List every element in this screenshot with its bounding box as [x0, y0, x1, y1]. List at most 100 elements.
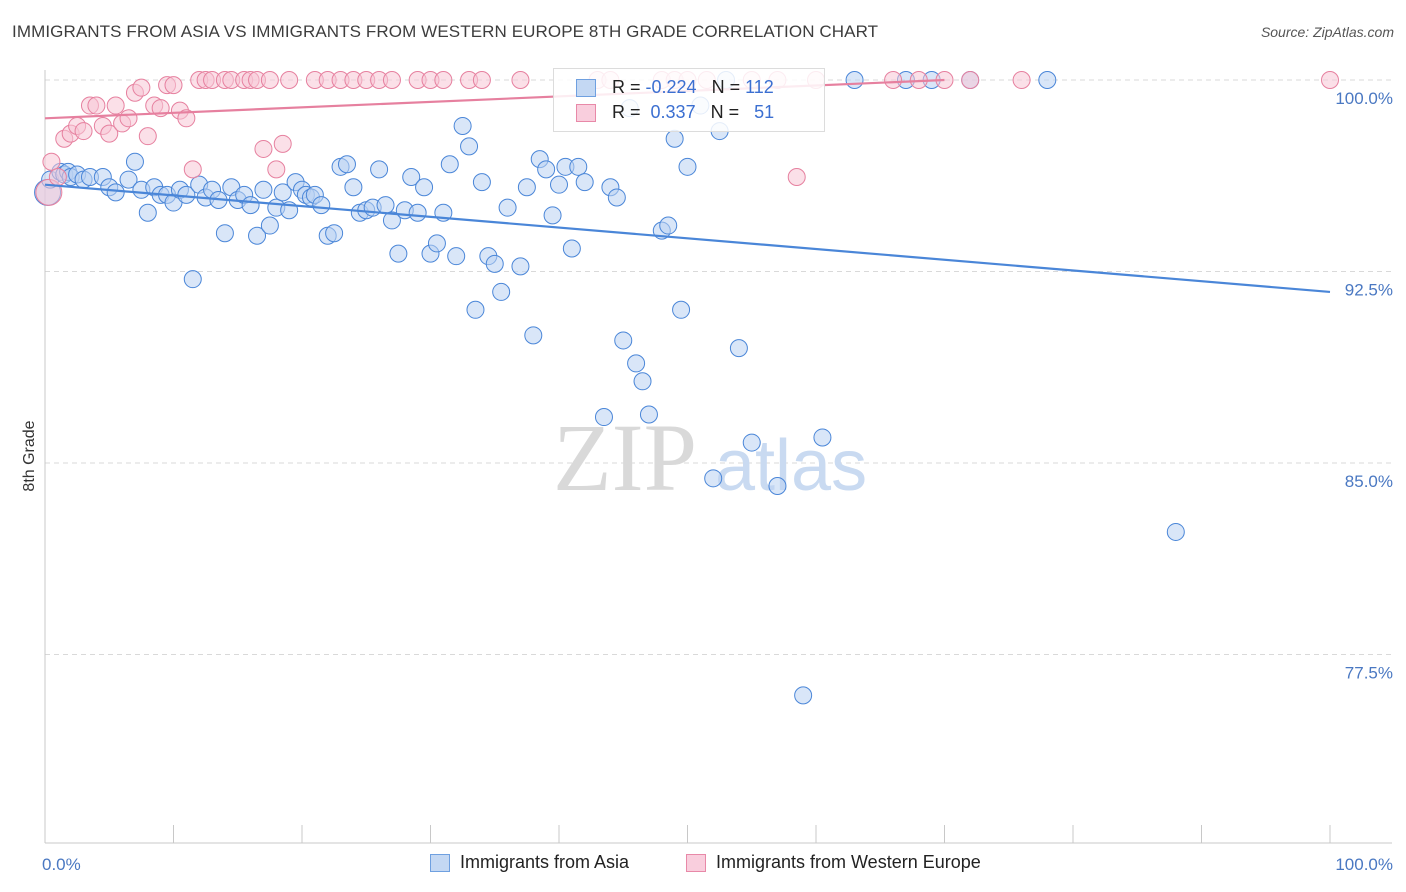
- y-tick-label: 100.0%: [1335, 89, 1393, 108]
- point-western-europe: [382, 71, 401, 89]
- grid-layer: [45, 79, 1392, 655]
- point-asia: [138, 203, 157, 222]
- x-tick-label-max: 100.0%: [1335, 855, 1393, 874]
- y-axis-title: 8th Grade: [21, 420, 38, 491]
- point-western-europe: [254, 139, 273, 158]
- bottom-legend: Immigrants from Asia Immigrants from Wes…: [0, 852, 1406, 878]
- point-western-europe: [177, 109, 196, 128]
- point-asia: [119, 170, 138, 189]
- point-asia: [427, 234, 446, 253]
- point-asia: [466, 300, 485, 319]
- point-asia: [729, 339, 748, 358]
- point-asia: [659, 216, 678, 235]
- point-western-europe: [138, 127, 157, 146]
- point-asia: [492, 282, 511, 301]
- point-asia: [562, 239, 581, 258]
- point-western-europe: [42, 152, 61, 171]
- label-layer: 100.0% 92.5% 85.0% 77.5% 0.0% 100.0% 8th Grade: [21, 89, 1393, 874]
- x-tick-label-min: 0.0%: [42, 855, 81, 874]
- point-asia: [1038, 71, 1057, 89]
- stats-n-label: N =: [711, 77, 741, 97]
- stats-n-value-europe: 51: [754, 102, 775, 122]
- point-asia: [447, 247, 466, 266]
- point-western-europe: [511, 71, 530, 89]
- point-asia: [672, 300, 691, 319]
- point-western-europe: [961, 71, 980, 89]
- point-western-europe: [74, 122, 93, 141]
- point-asia: [485, 254, 504, 273]
- point-western-europe: [787, 168, 806, 187]
- point-asia: [382, 211, 401, 230]
- point-asia: [337, 155, 356, 174]
- stats-legend-swatch-asia: [576, 79, 596, 97]
- point-asia: [325, 224, 344, 243]
- point-asia: [408, 203, 427, 222]
- point-asia: [472, 173, 491, 192]
- point-asia: [215, 224, 234, 243]
- point-western-europe: [884, 71, 903, 89]
- stats-r-label: R =: [612, 102, 641, 122]
- point-western-europe: [119, 109, 138, 128]
- point-asia: [241, 196, 260, 215]
- point-asia: [794, 686, 813, 705]
- point-asia: [440, 155, 459, 174]
- point-asia: [633, 372, 652, 391]
- point-asia: [389, 244, 408, 263]
- point-asia: [537, 160, 556, 179]
- point-asia: [678, 157, 697, 176]
- point-asia: [415, 178, 434, 197]
- legend-swatch-europe: [686, 854, 706, 872]
- point-western-europe: [1321, 71, 1339, 89]
- point-asia: [813, 428, 832, 447]
- point-western-europe: [267, 160, 286, 179]
- point-asia: [1166, 522, 1185, 541]
- point-asia: [125, 152, 144, 171]
- point-western-europe: [280, 71, 299, 89]
- trend-line-asia: [44, 183, 1331, 294]
- point-asia: [376, 196, 395, 215]
- point-western-europe: [434, 71, 453, 89]
- point-asia: [370, 160, 389, 179]
- point-asia: [768, 476, 787, 495]
- legend-label-europe: Immigrants from Western Europe: [716, 852, 981, 872]
- watermark: ZIP atlas: [553, 404, 867, 511]
- point-asia: [273, 183, 292, 202]
- point-western-europe: [132, 78, 151, 97]
- point-asia: [511, 257, 530, 276]
- point-asia: [183, 270, 202, 289]
- point-western-europe: [87, 96, 106, 115]
- point-western-europe: [100, 124, 119, 143]
- stats-r-label: R =: [612, 77, 641, 97]
- point-asia: [402, 168, 421, 187]
- point-asia: [344, 178, 363, 197]
- y-tick-label: 92.5%: [1345, 281, 1393, 300]
- point-western-europe: [273, 134, 292, 153]
- point-asia: [627, 354, 646, 373]
- point-asia: [312, 196, 331, 215]
- point-asia: [106, 183, 125, 202]
- point-asia: [453, 116, 472, 135]
- point-western-europe: [164, 76, 183, 95]
- point-western-europe: [260, 71, 279, 89]
- point-western-europe: [1012, 71, 1031, 89]
- point-asia: [498, 198, 517, 217]
- watermark-atlas: atlas: [715, 426, 867, 506]
- points-layer: [34, 71, 1339, 705]
- point-asia: [550, 175, 568, 194]
- point-asia: [665, 129, 684, 148]
- point-asia: [742, 433, 761, 452]
- point-asia: [845, 71, 864, 89]
- point-asia: [254, 180, 273, 199]
- stats-n-value-asia: 112: [745, 77, 774, 97]
- chart-source: Source: ZipAtlas.com: [1260, 24, 1394, 40]
- stats-r-value-europe: 0.337: [650, 102, 696, 122]
- point-western-europe: [472, 71, 491, 89]
- y-tick-label: 77.5%: [1345, 664, 1393, 683]
- legend-label-asia: Immigrants from Asia: [460, 852, 630, 872]
- point-asia: [594, 408, 613, 427]
- y-tick-label: 85.0%: [1345, 472, 1393, 491]
- point-asia: [260, 216, 279, 235]
- point-asia: [569, 157, 588, 176]
- point-asia: [639, 405, 658, 424]
